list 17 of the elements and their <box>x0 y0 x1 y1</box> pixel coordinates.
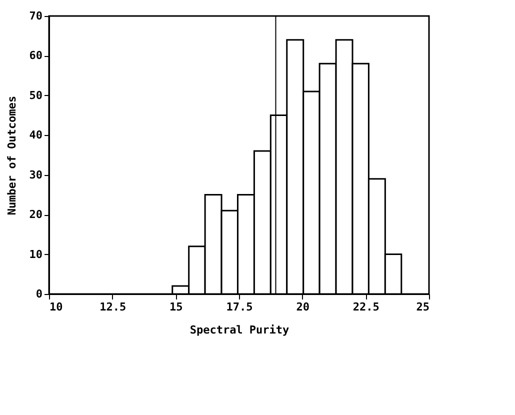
x-tick-label: 17.5 <box>226 300 253 314</box>
x-tick-label: 12.5 <box>100 300 126 314</box>
y-tick-label: 70 <box>29 10 42 22</box>
y-tick-label: 60 <box>29 49 42 62</box>
x-tick-label: 20 <box>296 300 310 314</box>
y-tick-label: 0 <box>36 288 42 300</box>
y-axis-title: Number of Outcomes <box>5 96 18 216</box>
x-tick-label: 10 <box>50 300 63 314</box>
x-tick-label: 15 <box>170 300 183 314</box>
x-tick-label: 25 <box>416 300 430 314</box>
x-axis-title: Spectral Purity <box>190 324 290 336</box>
y-tick-label: 50 <box>29 88 42 102</box>
y-tick-label: 40 <box>29 128 42 142</box>
y-tick-label: 20 <box>29 208 42 222</box>
y-tick-label: 30 <box>29 168 42 182</box>
x-tick-label: 22.5 <box>352 300 380 314</box>
y-tick-label: 10 <box>29 248 42 261</box>
